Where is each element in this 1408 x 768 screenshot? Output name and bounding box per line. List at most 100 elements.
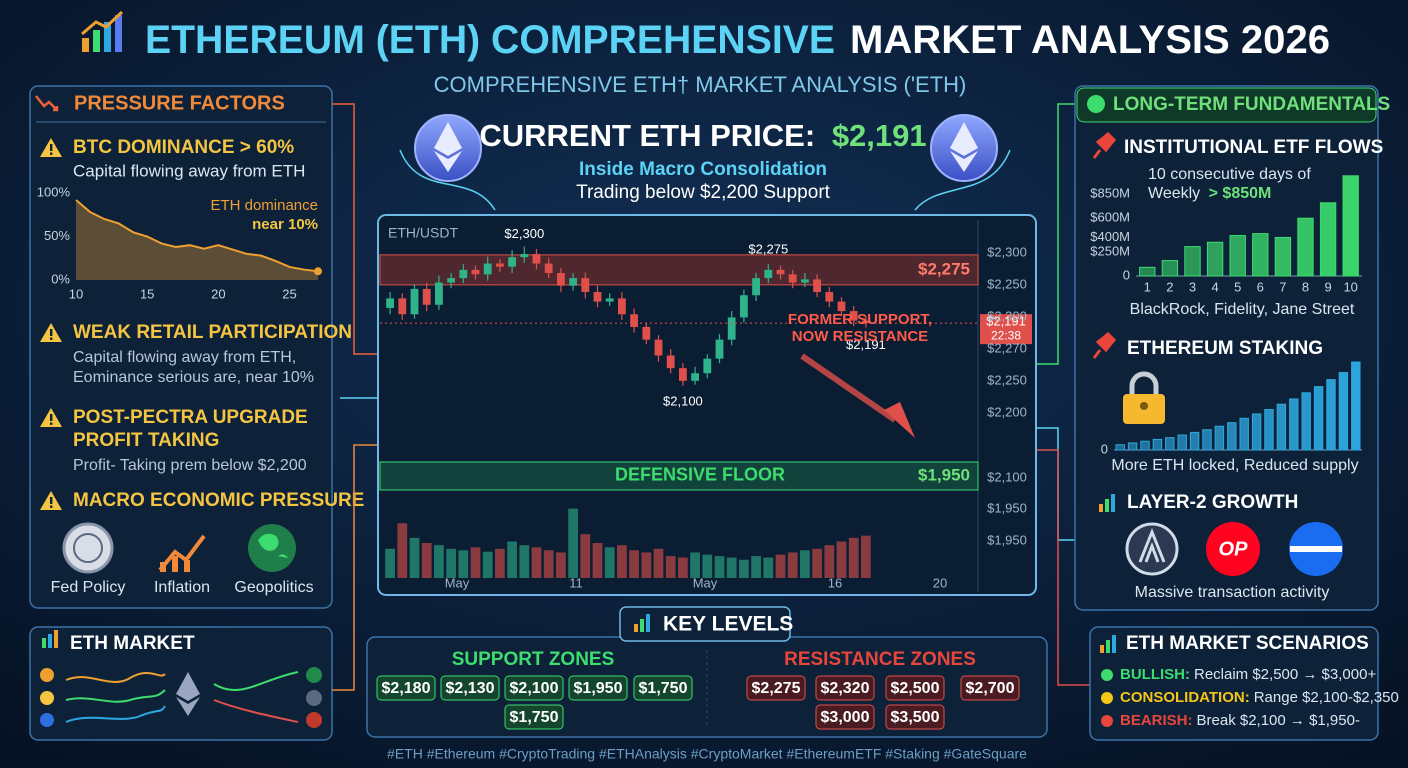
bar bbox=[1161, 260, 1179, 277]
bar-icon bbox=[1100, 635, 1116, 653]
candle-body bbox=[569, 278, 578, 286]
level-pill bbox=[960, 675, 1020, 701]
bar bbox=[1206, 241, 1224, 277]
axis-label: $2,250 bbox=[987, 372, 1027, 387]
decoration bbox=[65, 672, 166, 683]
item-title: MACRO ECONOMIC PRESSURE bbox=[73, 490, 364, 511]
warning-icon bbox=[50, 337, 53, 340]
decoration bbox=[1106, 640, 1110, 653]
x-tick-label: 7 bbox=[1279, 279, 1286, 294]
x-tick-label: 10 bbox=[69, 286, 83, 301]
y-tick-label: $250M bbox=[1090, 243, 1130, 258]
decoration bbox=[48, 634, 52, 648]
decoration bbox=[40, 668, 54, 682]
section-title: INSTITUTIONAL ETF FLOWS bbox=[1124, 137, 1383, 158]
axis-label: $1,950 bbox=[987, 532, 1027, 547]
warning-icon bbox=[50, 144, 53, 151]
price-chart-panel bbox=[377, 214, 1037, 596]
candle-body bbox=[556, 273, 565, 286]
pin-icon bbox=[1092, 331, 1117, 359]
caption: Massive transaction activity bbox=[1135, 584, 1330, 601]
volume-bar bbox=[495, 548, 505, 578]
candle-body bbox=[386, 298, 395, 308]
volume-bar bbox=[665, 556, 676, 578]
panel-title: LONG-TERM FUNDAMENTALS bbox=[1113, 94, 1390, 115]
axis-label: $2,300 bbox=[987, 308, 1027, 323]
decoration bbox=[115, 15, 122, 52]
x-tick-label: 10 bbox=[1343, 279, 1357, 294]
candle-body bbox=[849, 311, 858, 321]
op-logo: OP bbox=[1219, 538, 1249, 560]
x-label: 16 bbox=[828, 575, 842, 590]
candle-body bbox=[532, 254, 541, 264]
volume-bar bbox=[470, 547, 481, 578]
bar bbox=[1289, 398, 1299, 451]
y-tick-label: 0 bbox=[1101, 441, 1108, 456]
decoration bbox=[213, 671, 299, 691]
volume-bar bbox=[714, 556, 725, 578]
x-tick-label: 3 bbox=[1189, 279, 1196, 294]
icon-label: Geopolitics bbox=[234, 579, 313, 596]
bar bbox=[1252, 233, 1269, 277]
level-label: $3,500 bbox=[891, 709, 940, 726]
y-tick-label: 0 bbox=[1123, 267, 1130, 282]
candle-body bbox=[617, 298, 626, 315]
decoration bbox=[306, 690, 322, 706]
area bbox=[76, 199, 318, 280]
volume-bar bbox=[848, 537, 859, 578]
decoration bbox=[1140, 402, 1148, 410]
decoration bbox=[1290, 546, 1342, 552]
decoration bbox=[176, 672, 200, 716]
callout: NOW RESISTANCE bbox=[792, 328, 928, 345]
volume-bar bbox=[690, 552, 700, 578]
level-label: $2,700 bbox=[966, 680, 1015, 697]
chart-title: ETH/USDT bbox=[388, 225, 458, 241]
scenario-name: BEARISH: bbox=[1120, 712, 1193, 729]
caption: More ETH locked, Reduced supply bbox=[1111, 457, 1358, 474]
item-title: PROFIT TAKING bbox=[73, 430, 219, 451]
item-text: Profit- Taking prem below $2,200 bbox=[73, 457, 307, 474]
candle-body bbox=[447, 278, 456, 283]
panel-header bbox=[1076, 87, 1377, 123]
decoration bbox=[40, 691, 54, 705]
candle-body bbox=[825, 292, 834, 302]
decoration bbox=[93, 30, 100, 52]
scenario-name: CONSOLIDATION: bbox=[1120, 689, 1250, 706]
scenario-dot bbox=[1101, 715, 1113, 727]
price-heading: CURRENT ETH PRICE: $2,191 bbox=[479, 118, 926, 153]
scenario-dot bbox=[1101, 692, 1113, 704]
candle-body bbox=[654, 339, 663, 356]
candle-body bbox=[715, 339, 724, 359]
level-pill bbox=[633, 675, 693, 701]
candle-body bbox=[544, 263, 553, 274]
bar bbox=[1139, 266, 1156, 277]
zone-name: DEFENSIVE FLOOR bbox=[615, 465, 785, 485]
candle-body bbox=[581, 278, 590, 293]
x-tick-label: 9 bbox=[1324, 279, 1331, 294]
candle-body bbox=[422, 288, 431, 305]
page-title: ETHEREUM (ETH) COMPREHENSIVE MARKET ANAL… bbox=[145, 18, 1330, 62]
volume-bar bbox=[641, 552, 652, 578]
volume-bar bbox=[592, 542, 603, 578]
header-icon bbox=[81, 10, 124, 52]
axis-label: $2,270 bbox=[987, 340, 1027, 355]
bar bbox=[1264, 409, 1274, 451]
callout-arrow bbox=[884, 402, 915, 438]
zone-title: RESISTANCE ZONES bbox=[784, 649, 976, 670]
callout: FORMER SUPPORT, bbox=[788, 311, 932, 328]
warning-icon bbox=[50, 497, 53, 504]
level-pill bbox=[504, 675, 564, 701]
decoration bbox=[1036, 103, 1075, 365]
warning-icon bbox=[50, 329, 53, 336]
fundamentals-panel bbox=[1074, 85, 1379, 611]
annotation: $2,191 bbox=[846, 337, 886, 352]
panel-title: ETH MARKET bbox=[70, 633, 195, 654]
candle-body bbox=[495, 263, 504, 267]
decoration bbox=[104, 22, 111, 52]
x-label: 11 bbox=[569, 575, 583, 590]
bar bbox=[1229, 235, 1246, 277]
bar bbox=[1276, 403, 1287, 451]
candle-body bbox=[520, 254, 529, 258]
decoration bbox=[399, 149, 496, 211]
decoration bbox=[81, 10, 124, 36]
